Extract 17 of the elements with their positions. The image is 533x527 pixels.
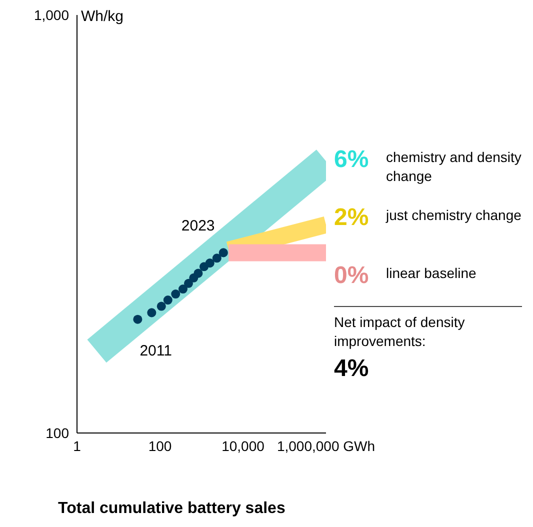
text: chemistry and density change: [386, 148, 522, 186]
x-axis-title: Total cumulative battery sales: [58, 500, 286, 518]
text: Net impact of density improvements:: [334, 313, 466, 351]
text: 6%: [334, 146, 370, 174]
y-tick-label: 1,000: [34, 6, 70, 23]
annotation: 2011: [140, 342, 172, 360]
text: 4%: [334, 355, 370, 383]
text: just chemistry change: [386, 206, 522, 225]
annotation: 2023: [181, 218, 215, 235]
x-tick-label: 100: [148, 438, 172, 454]
text: linear baseline: [386, 264, 476, 283]
x-tick-label: 1,000,000 GWh: [276, 438, 376, 454]
x-tick-label: 10,000: [222, 438, 265, 454]
text: 2%: [334, 204, 370, 232]
x-tick-label: 1: [73, 438, 82, 454]
y-axis-title: Wh/kg: [81, 8, 126, 25]
text: 0%: [334, 262, 370, 290]
